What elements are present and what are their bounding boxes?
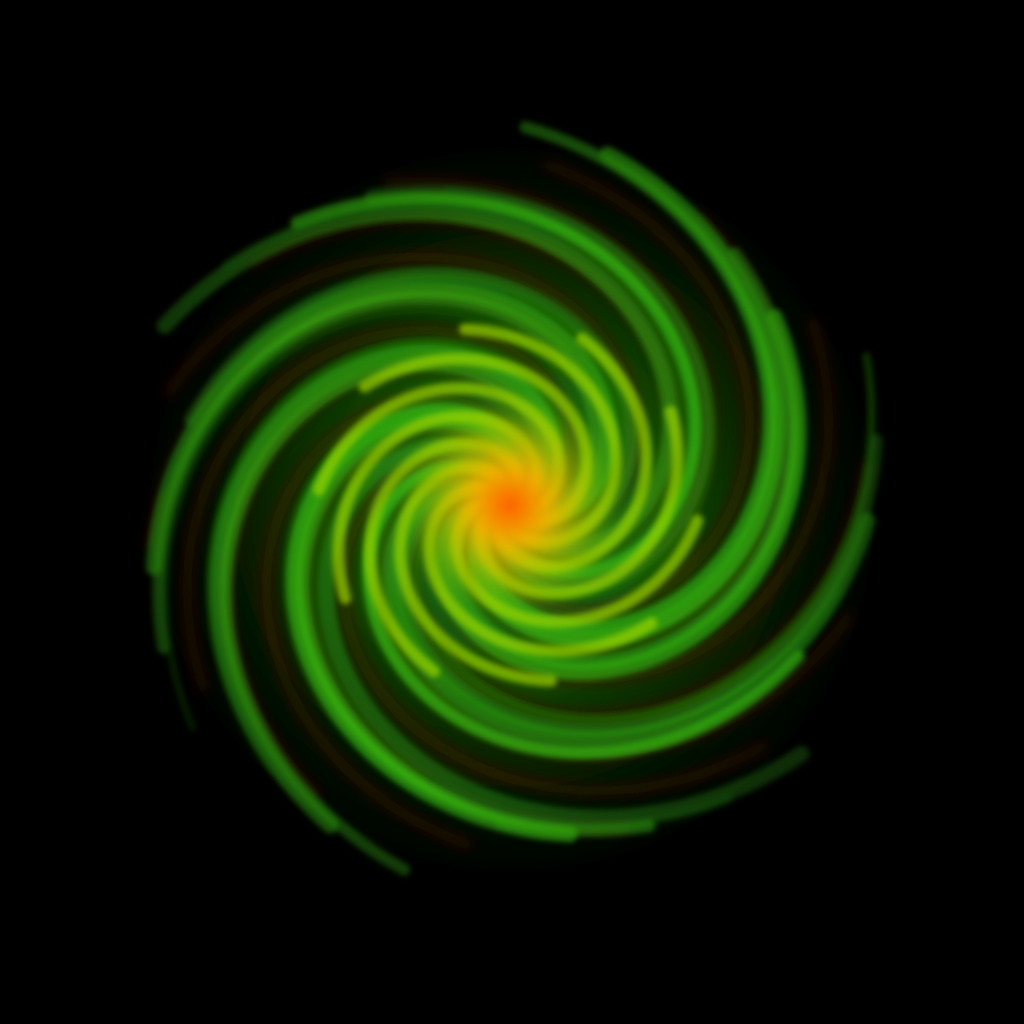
canvas — [0, 0, 1024, 1024]
spiral-swirl-image — [0, 0, 1024, 1024]
outer-vignette — [0, 0, 1024, 1024]
